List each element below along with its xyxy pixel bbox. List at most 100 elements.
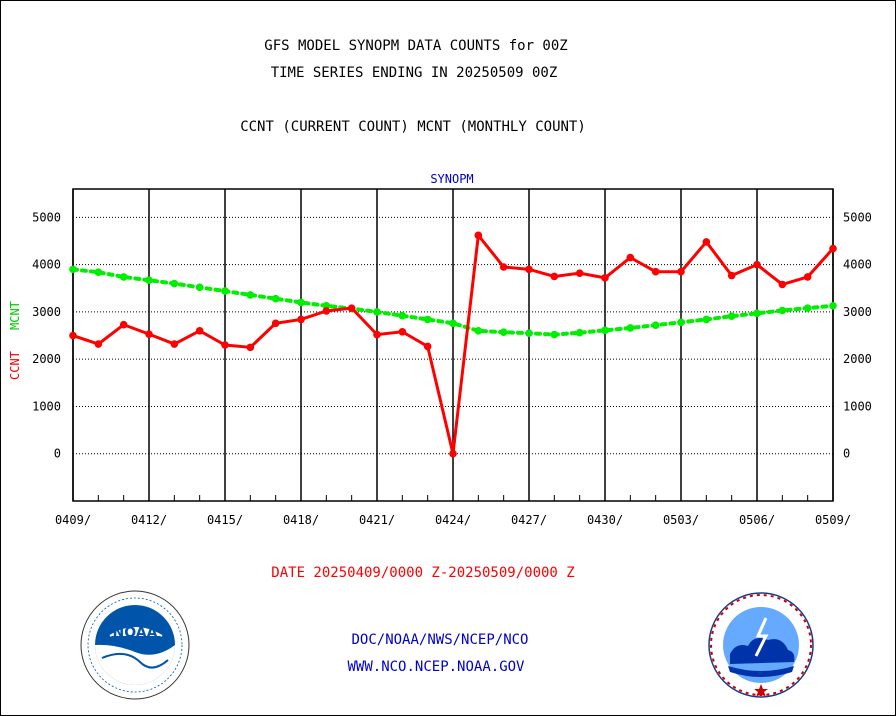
data-point-mcnt	[246, 291, 255, 299]
data-point-mcnt	[94, 268, 103, 277]
data-point-mcnt	[195, 283, 204, 292]
data-point-ccnt	[322, 307, 331, 315]
data-point-mcnt	[626, 324, 635, 332]
data-point-mcnt	[373, 308, 381, 316]
data-point-ccnt	[94, 340, 103, 348]
data-point-mcnt	[145, 276, 153, 285]
y-tick-label-left: 5000	[32, 210, 61, 224]
data-point-ccnt	[170, 340, 179, 348]
x-tick-label: 0421/	[359, 513, 395, 527]
y-tick-label-left: 0	[54, 447, 61, 461]
x-tick-label: 0415/	[207, 513, 243, 527]
national-weather-service-logo-icon	[708, 592, 814, 698]
data-point-ccnt	[347, 304, 356, 312]
x-tick-label: 0509/	[815, 513, 851, 527]
data-point-ccnt	[601, 274, 609, 282]
series-mcnt	[69, 265, 837, 339]
data-point-ccnt	[474, 231, 483, 240]
data-point-ccnt	[69, 331, 77, 340]
y-tick-label-right: 0	[843, 447, 850, 461]
data-point-ccnt	[221, 341, 229, 349]
y-axis-label-mcnt: MCNT	[8, 301, 22, 330]
data-point-ccnt	[702, 238, 711, 246]
data-point-mcnt	[829, 301, 837, 310]
data-point-mcnt	[69, 265, 77, 274]
data-point-ccnt	[145, 330, 153, 338]
data-point-mcnt	[119, 273, 128, 281]
footer-org: DOC/NOAA/NWS/NCEP/NCO	[351, 632, 529, 648]
plot-area	[72, 188, 834, 502]
data-point-mcnt	[170, 279, 179, 288]
data-point-mcnt	[575, 328, 584, 337]
data-point-mcnt	[474, 327, 483, 335]
data-point-mcnt	[322, 301, 331, 310]
noaa-logo-icon: NOAA	[80, 590, 190, 700]
data-point-ccnt	[271, 319, 280, 328]
x-tick-label: 0418/	[283, 513, 319, 527]
y-tick-label-right: 5000	[843, 210, 872, 224]
data-point-ccnt	[449, 449, 457, 458]
data-point-ccnt	[753, 260, 761, 269]
data-point-mcnt	[651, 321, 660, 329]
plot-title: SYNOPM	[430, 172, 473, 186]
chart-title-line1: GFS MODEL SYNOPM DATA COUNTS for 00Z	[264, 38, 568, 54]
data-point-mcnt	[753, 309, 761, 318]
x-tick-label: 0424/	[435, 513, 471, 527]
data-point-ccnt	[119, 320, 128, 329]
x-tick-label: 0427/	[511, 513, 547, 527]
y-tick-label-left: 4000	[32, 258, 61, 272]
x-tick-label: 0503/	[663, 513, 699, 527]
date-range-label: DATE 20250409/0000 Z-20250509/0000 Z	[271, 565, 575, 581]
x-tick-label: 0409/	[55, 513, 91, 527]
footer-url[interactable]: WWW.NCO.NCEP.NOAA.GOV	[347, 659, 525, 675]
series-ccnt	[69, 231, 837, 458]
y-tick-label-right: 2000	[843, 352, 872, 366]
data-point-mcnt	[423, 315, 432, 324]
data-point-ccnt	[550, 272, 559, 281]
data-point-ccnt	[499, 263, 508, 271]
data-point-mcnt	[601, 326, 609, 335]
data-point-ccnt	[727, 271, 736, 280]
chart-title-line2: TIME SERIES ENDING IN 20250509 00Z	[270, 65, 558, 81]
data-point-mcnt	[550, 330, 559, 339]
data-point-mcnt	[398, 311, 407, 320]
y-tick-label-right: 4000	[843, 258, 872, 272]
y-tick-label-right: 1000	[843, 399, 872, 413]
data-point-ccnt	[651, 267, 660, 276]
y-tick-label-left: 1000	[32, 399, 61, 413]
data-point-ccnt	[829, 244, 837, 253]
data-point-mcnt	[778, 306, 787, 315]
chart-subtitle: CCNT (CURRENT COUNT) MCNT (MONTHLY COUNT…	[240, 119, 586, 135]
data-point-mcnt	[449, 319, 457, 328]
data-point-ccnt	[195, 327, 204, 335]
data-point-mcnt	[297, 298, 305, 307]
data-point-ccnt	[297, 315, 305, 324]
data-point-mcnt	[677, 318, 685, 327]
y-tick-label-right: 3000	[843, 305, 872, 319]
data-point-ccnt	[246, 343, 255, 352]
data-point-mcnt	[271, 294, 280, 303]
data-point-ccnt	[575, 269, 584, 277]
data-point-mcnt	[499, 328, 508, 337]
series-layer	[69, 231, 837, 458]
y-tick-label-left: 3000	[32, 305, 61, 319]
data-point-ccnt	[778, 280, 787, 289]
data-point-mcnt	[727, 312, 736, 320]
data-point-mcnt	[803, 304, 812, 312]
y-axis-label-ccnt: CCNT	[8, 351, 22, 380]
data-point-mcnt	[702, 315, 711, 324]
x-tick-label: 0412/	[131, 513, 167, 527]
svg-text:NOAA: NOAA	[113, 625, 158, 641]
data-point-ccnt	[525, 265, 533, 274]
data-point-ccnt	[626, 253, 635, 262]
data-point-ccnt	[373, 330, 381, 339]
tick-labels: 0 0 1000 1000 2000 2000 3000 3000 4000 4000 5000 50…	[32, 210, 872, 527]
data-point-ccnt	[677, 267, 685, 276]
x-tick-label: 0506/	[739, 513, 775, 527]
data-point-mcnt	[525, 329, 533, 337]
data-point-mcnt	[221, 287, 229, 295]
data-point-ccnt	[398, 327, 407, 336]
x-tick-label: 0430/	[587, 513, 623, 527]
data-point-ccnt	[423, 342, 432, 351]
